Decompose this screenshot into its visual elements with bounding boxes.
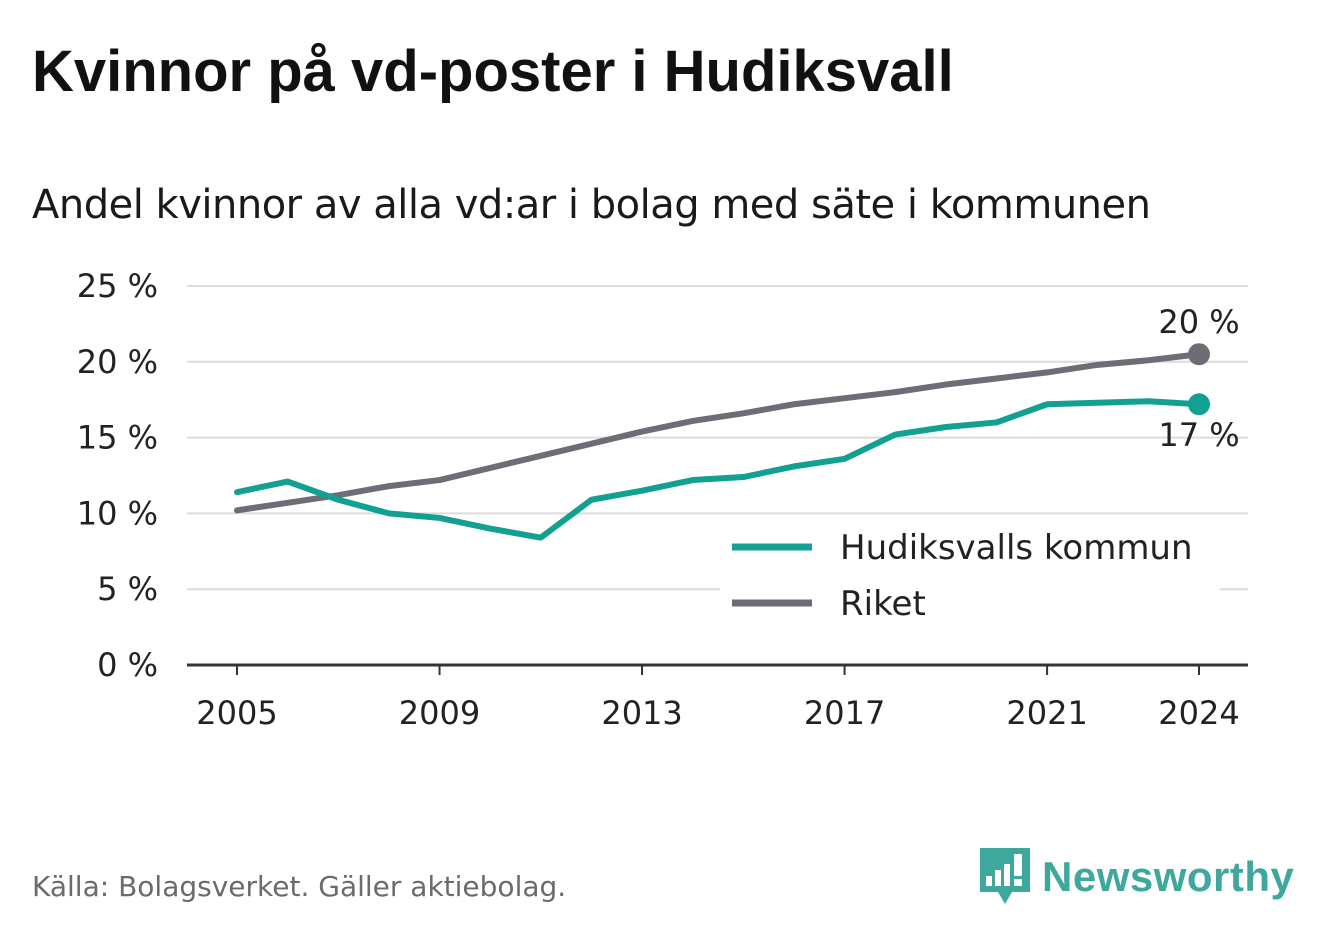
y-tick-label-20: 20 % <box>77 343 158 381</box>
series-line-hudiksvalls-kommun <box>234 398 1202 541</box>
x-tick-label-2021: 2021 <box>1006 694 1087 732</box>
x-tick-label-2013: 2013 <box>601 694 682 732</box>
x-tick-label-2017: 2017 <box>804 694 885 732</box>
legend-label-hudiksvalls-kommun: Hudiksvalls kommun <box>840 528 1193 568</box>
end-marker-hudiksvalls-kommun <box>1188 393 1210 416</box>
newsworthy-logo-icon <box>980 848 1030 904</box>
y-tick-label-5: 5 % <box>97 570 158 608</box>
x-tick-label-2005: 2005 <box>196 694 277 732</box>
end-label-hudiksvall: 17 % <box>1158 416 1239 454</box>
end-marker-riket <box>1188 343 1210 366</box>
legend-label-riket: Riket <box>840 584 926 624</box>
source-note: Källa: Bolagsverket. Gäller aktiebolag. <box>32 870 567 903</box>
x-tick-label-2009: 2009 <box>399 694 480 732</box>
y-tick-label-15: 15 % <box>77 419 158 457</box>
y-tick-label-10: 10 % <box>77 494 158 532</box>
end-label-riket: 20 % <box>1158 303 1239 341</box>
brand-name: Newsworthy <box>1042 853 1295 900</box>
chart-title: Kvinnor på vd-poster i Hudiksvall <box>32 39 954 104</box>
x-tick-label-2024: 2024 <box>1158 694 1239 732</box>
y-tick-label-0: 0 % <box>97 646 158 684</box>
series-line-riket <box>234 351 1202 514</box>
chart-subtitle: Andel kvinnor av alla vd:ar i bolag med … <box>32 182 1151 228</box>
y-tick-label-25: 25 % <box>77 267 158 305</box>
legend-box <box>720 515 1220 625</box>
brand-logo: Newsworthy <box>980 848 1294 906</box>
